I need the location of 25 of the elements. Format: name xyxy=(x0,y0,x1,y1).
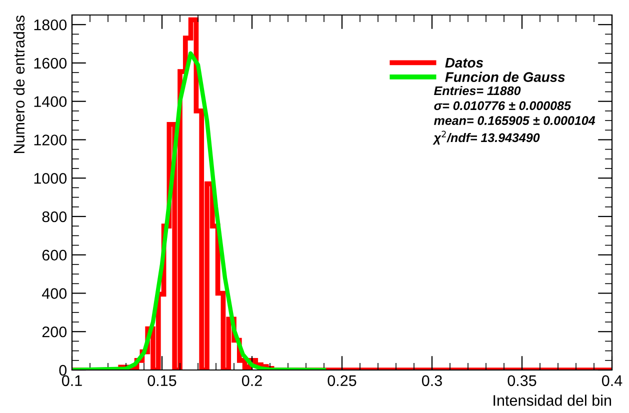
x-tick-label: 0.35 xyxy=(508,375,536,386)
x-tick-label: 0.3 xyxy=(422,375,442,386)
x-tick-label: 0.4 xyxy=(602,375,622,386)
y-tick-label: 1600 xyxy=(34,58,67,69)
annotation: Entries= 11880 xyxy=(434,86,521,96)
legend-label: Datos xyxy=(445,58,484,68)
y-tick-label: 1200 xyxy=(34,134,67,146)
annotation: χ$^{2}$/ndf= 13.943490 xyxy=(432,130,540,145)
y-tick-label: 200 xyxy=(42,326,67,338)
y-tick-label: 0 xyxy=(59,364,67,376)
x-tick-label: 0.1 xyxy=(62,375,82,386)
y-tick-label: 1800 xyxy=(34,19,67,30)
legend-label: Funcion de Gauss xyxy=(445,72,565,82)
annotation: mean= 0.165905 ± 0.000104 xyxy=(434,116,596,125)
y-axis-title: Numero de entradas xyxy=(13,16,25,154)
y-tick-label: 600 xyxy=(42,250,67,261)
x-tick-label: 0.25 xyxy=(328,375,356,386)
annotation: σ= 0.010776 ± 0.000085 xyxy=(434,101,572,110)
y-tick-label: 1000 xyxy=(34,172,67,184)
x-tick-label: 0.2 xyxy=(242,375,262,386)
x-axis-title: Intensidad del bin xyxy=(494,394,612,406)
y-tick-label: 1400 xyxy=(34,96,67,108)
x-tick-label: 0.15 xyxy=(148,375,176,386)
y-tick-label: 400 xyxy=(42,288,67,299)
y-tick-label: 800 xyxy=(42,211,67,222)
